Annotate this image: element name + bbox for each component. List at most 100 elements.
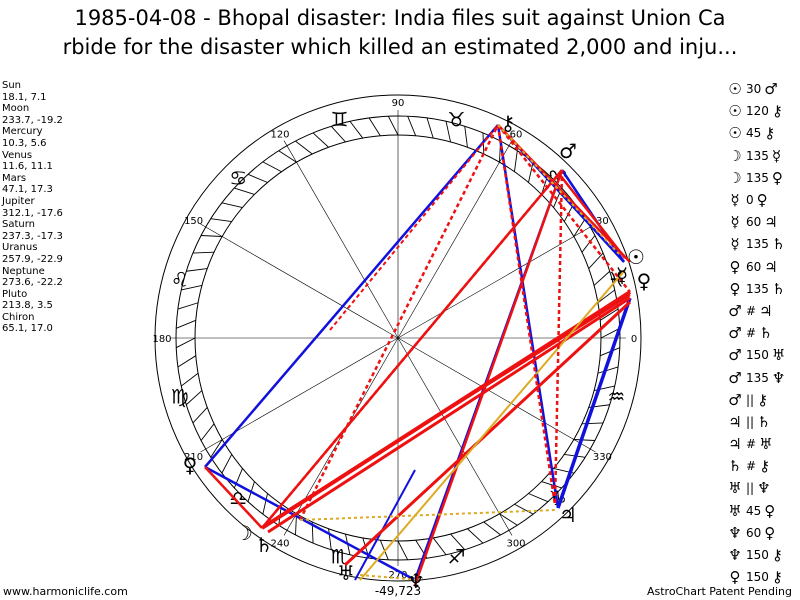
aspect-planet-glyph: ☿ [730, 213, 740, 232]
degree-tick [593, 270, 611, 286]
aspect-line [497, 124, 631, 293]
title-line-2: rbide for the disaster which killed an e… [62, 35, 738, 59]
aspect-row: ♂ 135 ♆ [724, 366, 800, 388]
planet-name: Neptune [2, 265, 45, 277]
degree-tick [262, 161, 282, 173]
degree-tick [483, 521, 501, 536]
aspect-planet-glyph: ♄ [759, 324, 773, 343]
aspect-symbol: 60 [746, 259, 762, 274]
planet-coords: 47.1, 17.3 [2, 184, 53, 196]
aspect-symbol: 0 [746, 193, 754, 208]
degree-label: 270 [388, 570, 407, 581]
degree-tick [349, 120, 364, 139]
aspect-symbol: || [746, 414, 755, 429]
aspect-row: ♅ 45 ♀ [724, 500, 800, 522]
aspect-symbol: # [746, 437, 757, 452]
aspect-line [329, 124, 499, 331]
aspect-planet-glyph: ☿ [730, 191, 740, 210]
aspect-planet-glyph: ♀ [771, 168, 783, 187]
aspect-planet-glyph: ♆ [771, 368, 786, 387]
degree-tick [464, 126, 468, 148]
zodiac-sign-icon: ♊ [331, 108, 349, 132]
aspect-planet-glyph: ♂ [728, 346, 742, 365]
degree-tick [397, 540, 409, 560]
aspect-planet-glyph: ♂ [728, 390, 742, 409]
planet-coords: 233.7, -19.2 [2, 114, 63, 126]
degree-tick [368, 117, 381, 137]
aspect-line [413, 169, 564, 586]
aspect-row: ☽ 135 ☿ [724, 145, 800, 167]
planet-coords: 213.8, 3.5 [2, 300, 53, 312]
aspect-planet-glyph: ⚷ [771, 568, 783, 587]
degree-tick [185, 390, 203, 406]
aspect-planet-glyph: ⚷ [757, 390, 769, 409]
aspect-symbol: 60 [746, 525, 762, 540]
planet-name: Chiron [2, 311, 35, 323]
planet-name: Pluto [2, 288, 28, 300]
degree-tick [262, 493, 268, 515]
aspect-line [359, 269, 626, 581]
aspect-row: ☉ 45 ⚷ [724, 122, 800, 144]
degree-tick [221, 202, 243, 208]
aspect-planet-glyph: ♄ [771, 279, 786, 298]
degree-label: 180 [152, 334, 171, 345]
chart-title: 1985-04-08 - Bhopal disaster: India file… [0, 4, 800, 62]
degree-label: 60 [510, 130, 523, 141]
degree-tick [177, 302, 199, 310]
degree-tick [192, 251, 215, 254]
aspect-row: ☽ 135 ♀ [724, 167, 800, 189]
degree-tick [426, 117, 434, 139]
mars-glyph-icon: ♂ [559, 139, 577, 163]
degree-tick [177, 355, 197, 368]
aspect-symbol: # [746, 326, 757, 341]
planet-coords: 65.1, 17.0 [2, 323, 53, 335]
aspect-row: ♂ # ♄ [724, 322, 800, 344]
title-line-1: 1985-04-08 - Bhopal disaster: India file… [74, 6, 726, 30]
aspect-planet-glyph: ♀ [729, 279, 741, 298]
aspect-line [204, 466, 263, 529]
degree-label: 240 [270, 538, 289, 549]
aspect-planet-glyph: ♃ [728, 435, 742, 454]
degree-tick [221, 454, 233, 474]
planet-name: Uranus [2, 242, 38, 254]
aspect-symbol: 135 [746, 281, 769, 296]
aspect-planet-glyph: ☉ [728, 124, 742, 143]
degree-tick [599, 308, 619, 321]
zodiac-sign-icon: ♌ [171, 268, 189, 292]
aspect-line [261, 169, 563, 529]
footer-website[interactable]: www.harmoniclife.com [3, 585, 128, 598]
aspect-symbol: 135 [746, 237, 769, 252]
planet-coords: 11.6, 11.1 [2, 161, 53, 173]
aspect-row: ♂ || ⚷ [724, 389, 800, 411]
aspect-line [343, 300, 632, 567]
mercury-glyph-icon: ☿ [616, 263, 628, 287]
degree-tick [192, 407, 208, 424]
aspect-row: ♂ # ♃ [724, 300, 800, 322]
degree-tick [600, 327, 620, 339]
degree-tick [541, 481, 562, 489]
aspect-planet-glyph: ♀ [729, 257, 741, 276]
aspect-symbol: 135 [746, 148, 769, 163]
aspect-planet-glyph: ♃ [759, 301, 773, 320]
zodiac-sign-icon: ♒ [607, 384, 625, 408]
aspect-planet-glyph: ☽ [728, 168, 742, 187]
degree-label: 90 [392, 98, 405, 109]
aspect-planet-glyph: ♃ [764, 257, 778, 276]
planet-positions-list: Sun 18.1, 7.1 Moon 233.7, -19.2 Mercury 10.3,… [2, 80, 63, 335]
aspect-planet-glyph: ♄ [728, 457, 742, 476]
aspect-planet-glyph: ⚷ [764, 124, 776, 143]
aspect-planet-glyph: ⚷ [771, 546, 783, 565]
planet-name: Saturn [2, 219, 36, 231]
planet-glyphs: ☉ ☽ ☿ ♀ ♂ ♃ ♄ ♅ ♆ ♀ ⚷ [183, 111, 652, 593]
planet-coords: 312.1, -17.6 [2, 207, 63, 219]
aspect-line [496, 124, 557, 506]
degree-tick [181, 285, 203, 291]
aspect-lines [204, 124, 632, 586]
planet-coords: 18.1, 7.1 [2, 91, 47, 103]
aspect-row: ☉ 30 ♂ [724, 78, 800, 100]
degree-tick [528, 493, 549, 503]
aspect-planet-glyph: ☿ [771, 146, 782, 165]
degree-labels: 0 30 60 90 120 150 180 210 240 270 300 330 [152, 98, 637, 581]
degree-tick [176, 319, 196, 329]
degree-tick [573, 218, 586, 237]
